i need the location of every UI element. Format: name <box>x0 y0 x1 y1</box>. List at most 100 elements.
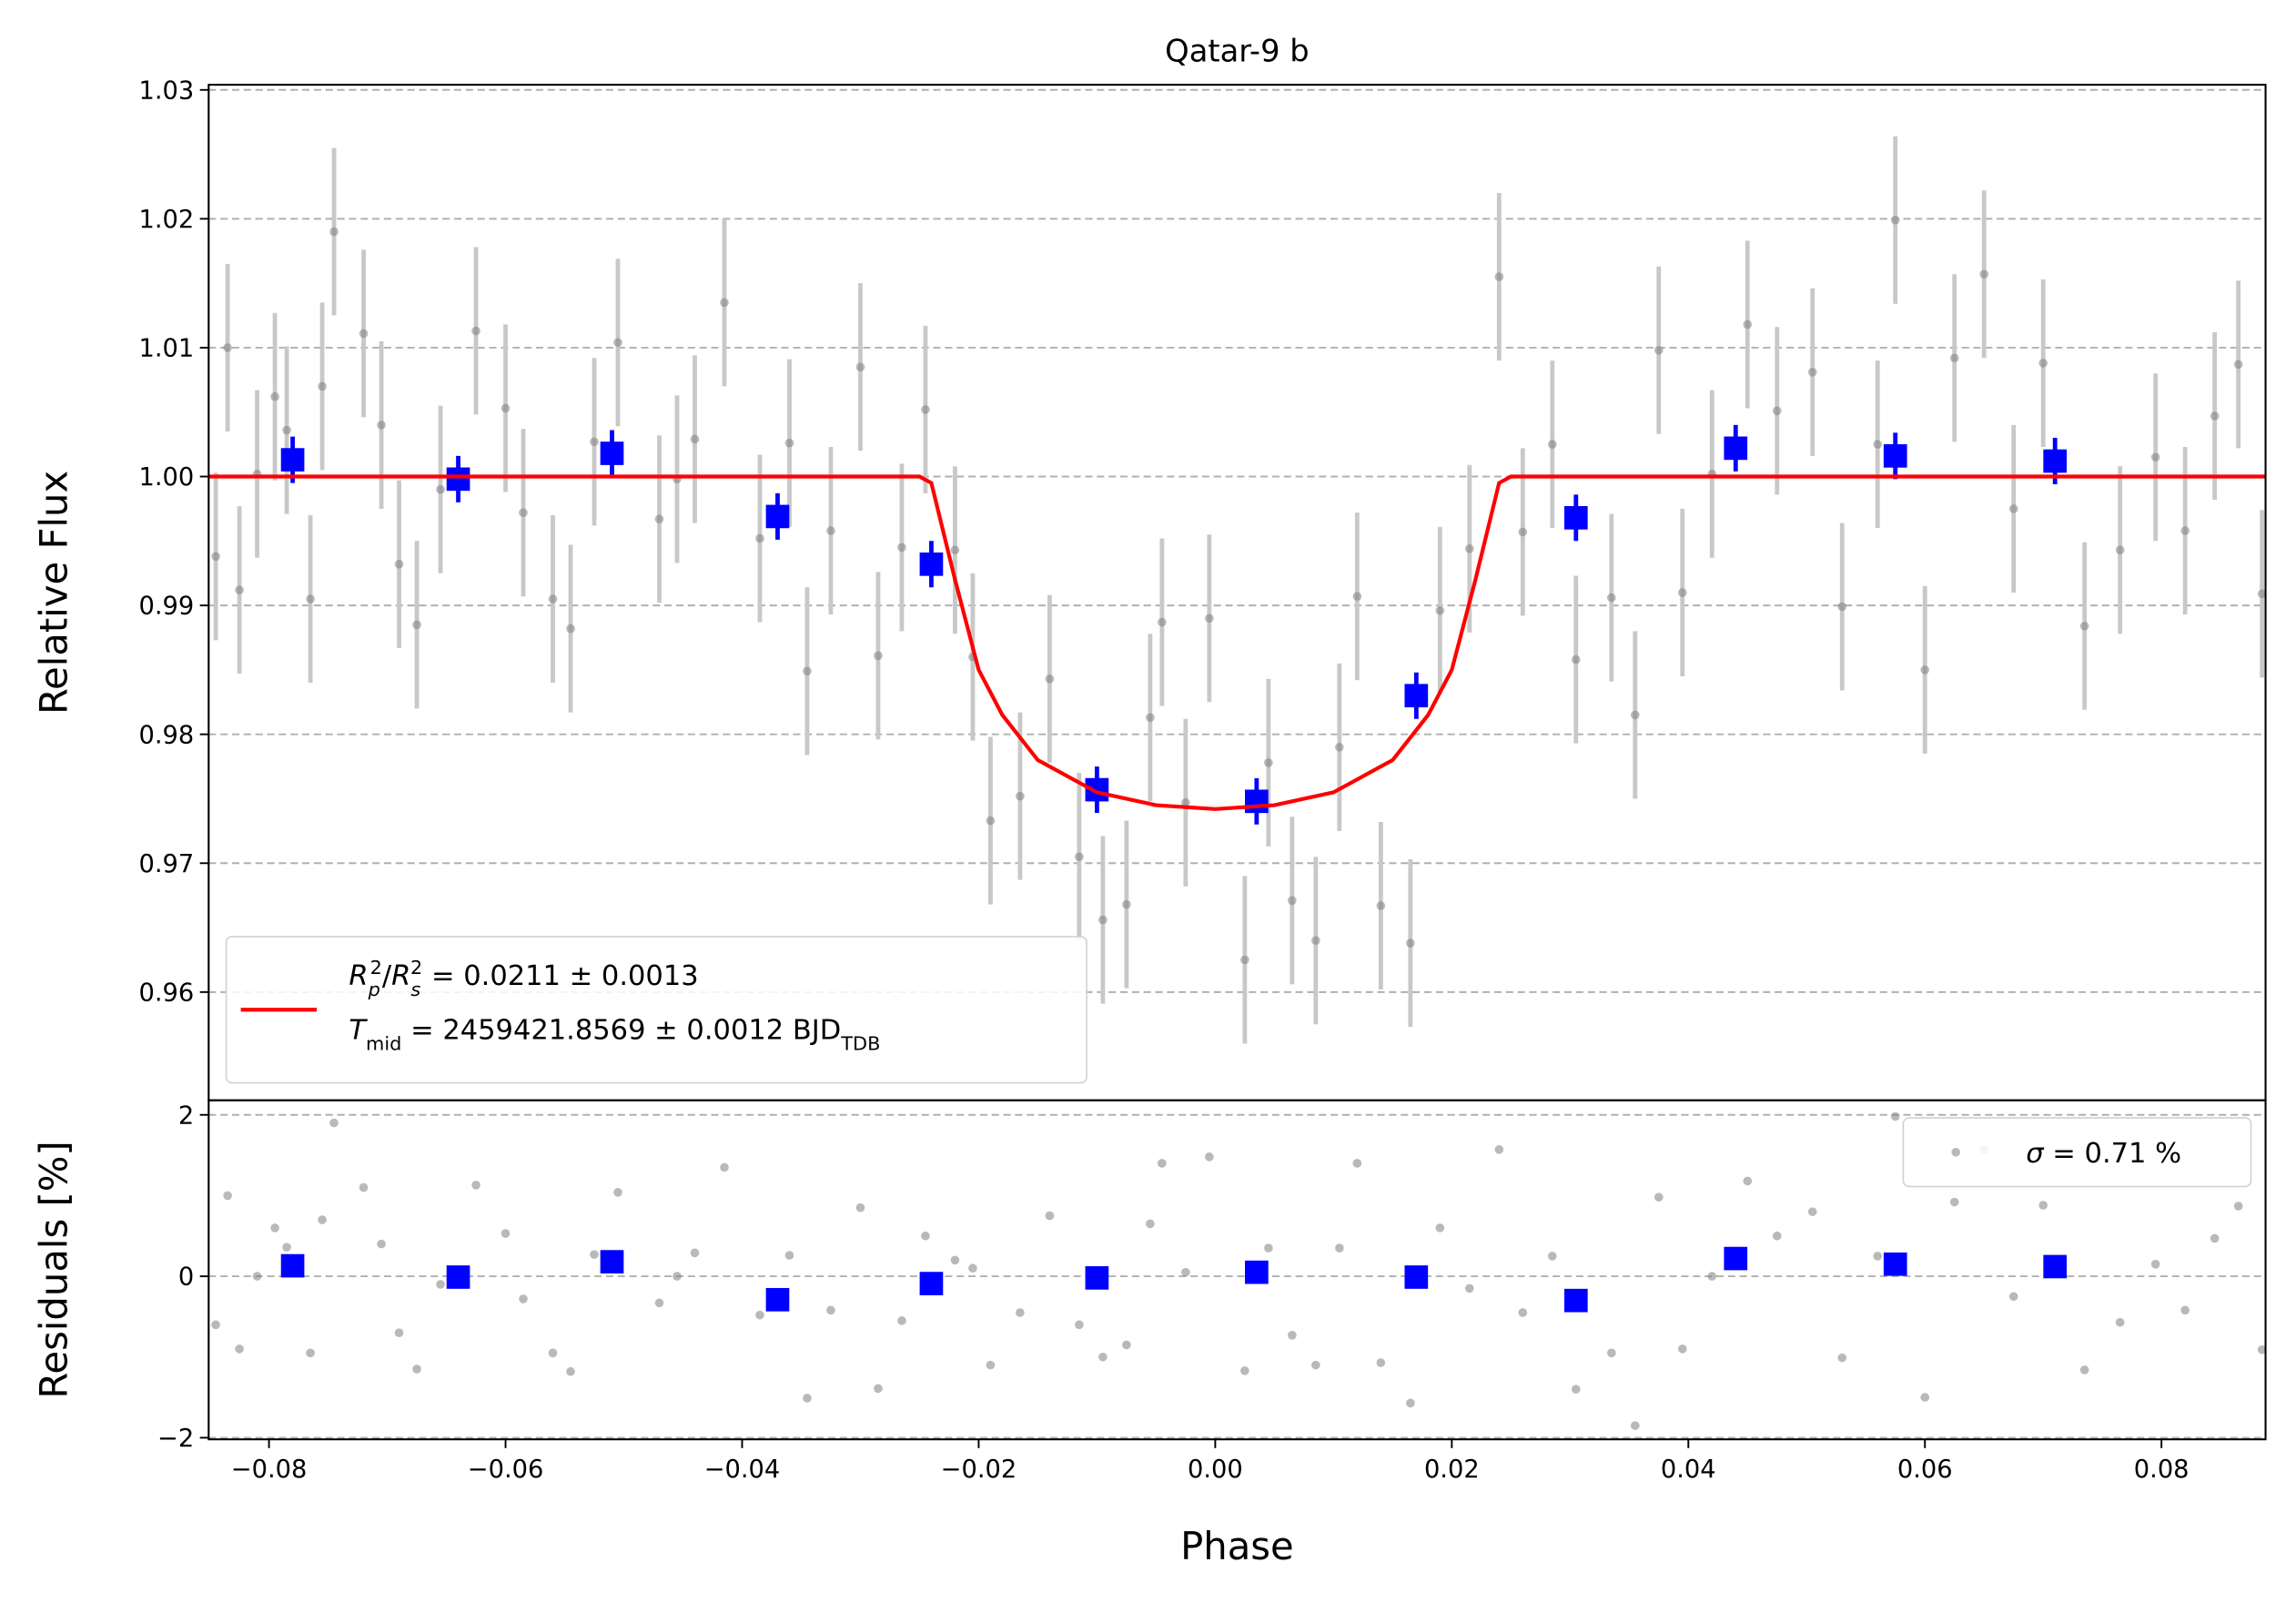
data-point <box>2038 1201 2048 1210</box>
data-point <box>690 434 700 444</box>
data-point <box>1122 1340 1131 1350</box>
legend-text-part: 2 <box>370 957 382 979</box>
data-point <box>2079 1365 2089 1375</box>
data-point <box>282 425 291 435</box>
data-point <box>590 1250 599 1259</box>
y-axis-label: Relative Flux <box>32 471 76 715</box>
legend-text-part: TDB <box>840 1032 880 1054</box>
data-point <box>211 552 220 562</box>
binned-point <box>1245 789 1269 814</box>
legend-text-part: = 0.0211 ± 0.0013 <box>422 960 698 992</box>
data-point <box>2257 1344 2266 1354</box>
model-line <box>208 474 2266 811</box>
data-point <box>1547 440 1557 449</box>
data-point <box>1376 901 1386 910</box>
data-point <box>1494 1145 1504 1154</box>
data-point <box>826 1305 835 1315</box>
data-point <box>519 1294 528 1304</box>
legend-box <box>225 936 1087 1084</box>
data-point <box>673 1272 682 1281</box>
y-axis-label: Residuals [%] <box>32 1141 76 1398</box>
data-point <box>2180 526 2190 535</box>
data-point <box>1606 593 1616 603</box>
binned-point <box>1404 684 1429 708</box>
data-point <box>1890 1111 1900 1121</box>
data-point <box>2210 411 2220 421</box>
data-point <box>211 1320 220 1330</box>
data-point <box>1547 1252 1557 1261</box>
data-point <box>1181 797 1190 807</box>
y-tick-label: 1.03 <box>139 76 195 105</box>
data-point <box>1158 617 1167 627</box>
data-point <box>784 438 794 448</box>
data-point <box>1288 1331 1297 1340</box>
data-point <box>855 362 865 371</box>
data-point <box>826 526 835 535</box>
data-point <box>1837 1353 1847 1363</box>
data-point <box>306 1348 315 1358</box>
data-point <box>803 1394 812 1403</box>
data-point <box>1098 915 1108 925</box>
y-tick-label: 2 <box>178 1101 194 1130</box>
axes-frame <box>207 1099 2267 1441</box>
binned-point <box>446 1265 470 1289</box>
legend-text-part: σ <box>2026 1138 2045 1170</box>
data-point <box>223 343 232 352</box>
data-point <box>1571 654 1581 665</box>
data-point <box>471 1181 480 1190</box>
data-point <box>2233 360 2243 370</box>
x-tick-label: −0.06 <box>468 1456 544 1484</box>
data-point <box>1288 896 1297 906</box>
data-point <box>897 1316 906 1325</box>
y-tick-label: 0.99 <box>139 593 195 621</box>
legend-text-part: p <box>368 979 380 1000</box>
data-point <box>1205 614 1214 624</box>
binned-point <box>1245 1260 1269 1284</box>
data-point <box>318 1215 327 1224</box>
data-point <box>1630 710 1640 720</box>
legend-text-part: T <box>349 1014 368 1046</box>
data-point <box>1335 1243 1344 1253</box>
data-point <box>1240 1366 1249 1375</box>
legend-text-part: / <box>382 960 392 992</box>
data-point <box>1807 368 1817 377</box>
data-point <box>1677 1344 1687 1354</box>
data-point <box>2180 1305 2190 1315</box>
legend-label: σ = 0.71 % <box>2026 1138 2181 1170</box>
data-point <box>1807 1207 1817 1216</box>
data-point <box>1873 440 1883 449</box>
binned-point <box>1085 1266 1109 1290</box>
data-point <box>1518 1308 1528 1317</box>
data-point <box>1435 1223 1445 1233</box>
legend-label: Tmid = 2459421.8569 ± 0.0012 BJDTDB <box>349 1014 880 1054</box>
y-tick-label: 0 <box>178 1263 194 1292</box>
data-point <box>1518 527 1528 537</box>
data-point <box>874 1384 883 1394</box>
binned-point <box>600 1250 624 1273</box>
data-point <box>1122 899 1131 909</box>
data-point <box>613 338 622 348</box>
data-point <box>412 1365 421 1374</box>
data-point <box>2115 545 2125 555</box>
data-point <box>986 816 996 826</box>
data-point <box>784 1251 794 1260</box>
x-tick-label: −0.04 <box>704 1456 781 1484</box>
data-point <box>282 1243 291 1252</box>
legend-label: Rp2/Rs2 = 0.0211 ± 0.0013 <box>349 957 698 1000</box>
binned-point <box>919 552 944 576</box>
data-point <box>519 508 528 517</box>
x-tick-label: 0.02 <box>1424 1456 1480 1484</box>
binned-point <box>2043 449 2068 473</box>
binned-point <box>1883 444 1907 468</box>
data-point <box>654 1298 664 1308</box>
data-point <box>501 403 511 413</box>
data-point <box>1075 852 1084 862</box>
data-point <box>1707 1272 1717 1281</box>
data-point <box>1146 1219 1155 1229</box>
data-point <box>1920 1393 1930 1402</box>
data-point <box>1630 1421 1640 1430</box>
data-point <box>2079 621 2089 631</box>
data-point <box>359 1182 369 1192</box>
